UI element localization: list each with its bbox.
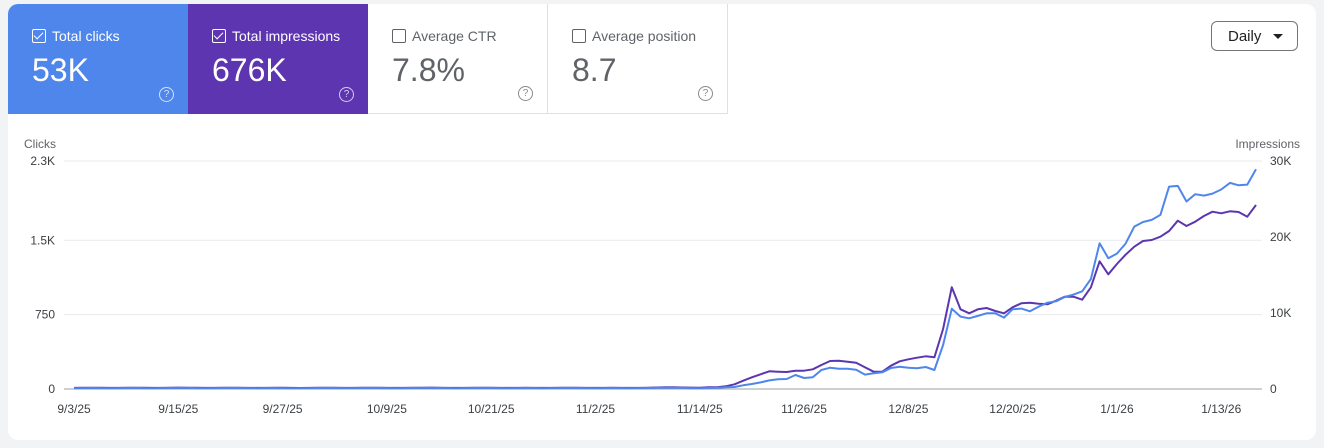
metric-label: Total impressions bbox=[232, 28, 341, 44]
help-icon[interactable]: ? bbox=[159, 87, 174, 102]
metric-value: 676K bbox=[212, 52, 287, 88]
x-axis-tick: 12/8/25 bbox=[888, 402, 928, 416]
left-axis-tick: 0 bbox=[48, 382, 55, 396]
x-axis-tick: 9/27/25 bbox=[263, 402, 303, 416]
metric-label: Average position bbox=[592, 28, 697, 44]
help-icon[interactable]: ? bbox=[339, 87, 354, 102]
right-axis-title: Impressions bbox=[1235, 137, 1300, 151]
left-axis-tick: 1.5K bbox=[30, 233, 55, 247]
performance-card: Total clicks 53K ? Total impressions 676… bbox=[8, 4, 1316, 440]
metric-value: 7.8% bbox=[392, 52, 465, 88]
metric-value: 8.7 bbox=[572, 52, 617, 88]
help-icon[interactable]: ? bbox=[698, 86, 713, 101]
checkbox-checked-icon[interactable] bbox=[212, 29, 226, 43]
metric-label: Total clicks bbox=[52, 28, 120, 44]
x-axis-tick: 11/14/25 bbox=[677, 402, 723, 416]
checkbox-unchecked-icon[interactable] bbox=[572, 29, 586, 43]
x-axis-tick: 11/2/25 bbox=[576, 402, 615, 416]
metric-tile-total-impressions[interactable]: Total impressions 676K ? bbox=[188, 4, 368, 114]
left-axis-title: Clicks bbox=[24, 137, 56, 151]
x-axis-tick: 12/20/25 bbox=[989, 402, 1036, 416]
checkbox-checked-icon[interactable] bbox=[32, 29, 46, 43]
right-axis-tick: 30K bbox=[1270, 154, 1291, 168]
granularity-selected: Daily bbox=[1228, 27, 1262, 45]
checkbox-unchecked-icon[interactable] bbox=[392, 29, 406, 43]
left-axis-tick: 750 bbox=[35, 308, 55, 322]
metric-label: Average CTR bbox=[412, 28, 497, 44]
help-icon[interactable]: ? bbox=[518, 86, 533, 101]
x-axis-tick: 10/9/25 bbox=[367, 402, 407, 416]
x-axis-tick: 1/1/26 bbox=[1100, 402, 1134, 416]
x-axis-tick: 1/13/26 bbox=[1201, 402, 1241, 416]
metric-tile-average-ctr[interactable]: Average CTR 7.8% ? bbox=[368, 4, 548, 114]
metric-tiles: Total clicks 53K ? Total impressions 676… bbox=[8, 4, 728, 114]
caret-down-icon bbox=[1273, 34, 1283, 39]
right-axis-tick: 0 bbox=[1270, 382, 1277, 396]
right-axis-tick: 10K bbox=[1270, 306, 1291, 320]
x-axis-tick: 10/21/25 bbox=[468, 402, 515, 416]
metric-tile-average-position[interactable]: Average position 8.7 ? bbox=[548, 4, 728, 114]
metric-value: 53K bbox=[32, 52, 89, 88]
x-axis-tick: 9/3/25 bbox=[57, 402, 91, 416]
series-line-impressions bbox=[73, 204, 1257, 389]
metric-tile-total-clicks[interactable]: Total clicks 53K ? bbox=[8, 4, 188, 114]
series-line-clicks bbox=[73, 168, 1257, 390]
x-axis-tick: 9/15/25 bbox=[158, 402, 198, 416]
right-axis-tick: 20K bbox=[1270, 230, 1291, 244]
granularity-dropdown[interactable]: Daily bbox=[1211, 21, 1298, 51]
left-axis-tick: 2.3K bbox=[30, 154, 55, 168]
x-axis-tick: 11/26/25 bbox=[781, 402, 827, 416]
